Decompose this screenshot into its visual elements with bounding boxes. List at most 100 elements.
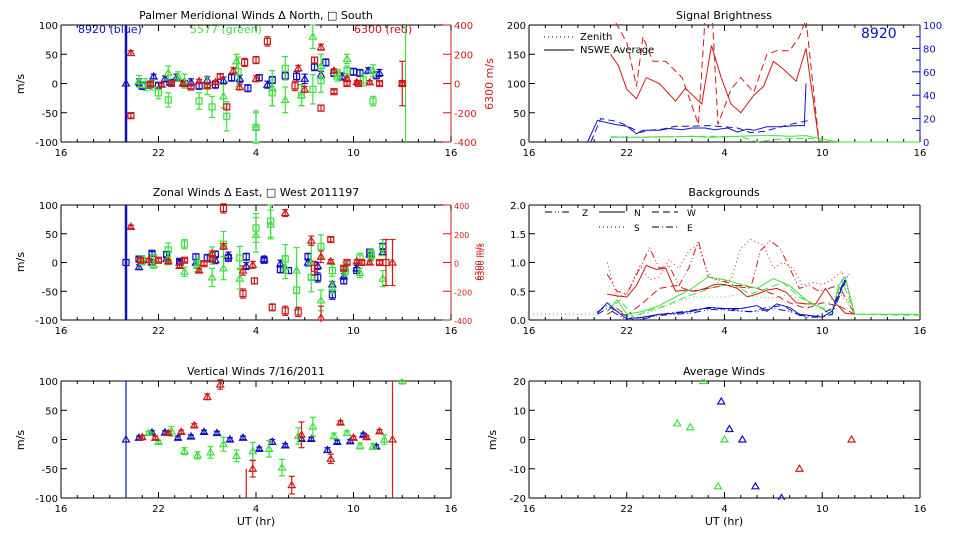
data-point-triangle [144,428,154,437]
series-line-backgrounds-6300-s [606,238,856,315]
data-point-square [244,84,252,92]
data-point-triangle [329,65,339,74]
data-point-triangle [267,437,277,445]
data-point-triangle [163,428,173,437]
y-tick-label: 0 [52,259,58,270]
y-tick-label: -20 [510,494,526,505]
data-point-triangle [173,433,183,441]
data-point-square [239,289,247,298]
data-point-triangle [266,219,276,228]
data-point-square [281,64,289,72]
data-point-triangle [329,431,339,440]
y2-tick-label: 0 [454,80,460,91]
data-point-triangle [287,480,297,489]
data-point-triangle [126,48,136,57]
y-axis-label: m/s [14,252,27,272]
x-axis-label: UT (hr) [705,515,743,528]
data-point-triangle [322,445,333,454]
data-point-triangle [262,79,272,88]
annotation-6300: 6300 (red) [354,23,412,36]
x-tick-label: 16 [523,148,536,159]
data-point-square [146,80,154,88]
y-tick-label: -50 [42,109,58,120]
data-point-triangle [374,68,385,77]
y-tick-label: -100 [35,316,58,327]
data-point-triangle [251,74,261,82]
data-point-square [307,273,315,282]
data-point-triangle [300,84,310,93]
data-point-triangle [179,446,190,455]
data-point-triangle [173,71,183,80]
data-point-square [208,255,216,263]
x-tick-label: 4 [253,504,259,515]
data-point-triangle [685,422,695,431]
data-point-square [167,79,176,88]
data-point-triangle [163,256,173,265]
data-point-square [224,254,232,262]
data-point-triangle [750,481,760,490]
data-point-square [317,104,325,112]
panel-vertical-winds: Vertical Winds 7/16/2011 m/s UT (hr) 16 2… [14,365,457,528]
data-point-triangle [202,392,212,400]
series-line-backgrounds-8920-e [597,278,846,319]
data-point-triangle [374,426,385,435]
y-tick-label: 0 [520,138,526,149]
y-axis-label: m/s [14,430,27,450]
y2-axis-label-stray: 6300 m/s [477,243,486,281]
data-point-square [317,76,325,85]
data-point-triangle [300,74,310,82]
y2-tick-label: 80 [923,44,936,55]
data-point-triangle [326,454,336,462]
data-point-triangle [306,235,316,244]
data-point-square [294,308,302,316]
x-tick-label: 4 [721,148,727,159]
x-tick-label: 10 [347,504,360,515]
data-point-triangle [368,441,378,450]
data-point-triangle [189,420,199,429]
data-point-square [223,103,231,111]
data-point-triangle [355,268,365,276]
y-tick-label: 2.0 [510,201,526,212]
y2-tick-label: -400 [454,138,477,149]
series-line-backgrounds-5577-w [606,278,920,318]
chart-title: Average Winds [683,365,765,378]
data-point-square [252,123,260,131]
data-point-triangle [194,76,204,85]
data-point-triangle [365,257,375,266]
data-point-triangle [212,428,222,437]
data-point-triangle [134,262,144,271]
chart-title: Zonal Winds Δ East, □ West 2011197 [153,186,360,199]
series-line-brightness-5577-zenith [610,135,920,143]
data-point-triangle [378,273,388,282]
x-tick-label: 22 [152,148,165,159]
data-point-triangle [335,417,346,426]
x-tick-label: 22 [152,504,165,515]
legend-label-e: E [687,224,693,234]
data-point-triangle [342,54,352,63]
data-point-triangle [215,379,225,388]
y2-tick-label: 40 [923,91,936,102]
data-point-square [322,58,330,67]
data-point-triangle [397,379,407,385]
data-point-square [148,249,156,257]
y2-tick-label: 400 [454,21,473,32]
x-tick-label: 16 [445,148,458,159]
y-tick-label: 1.5 [510,230,526,241]
data-point-square [330,88,338,96]
data-point-square [180,256,189,264]
x-tick-label: 22 [152,326,165,337]
data-point-square [317,242,325,250]
y2-tick-label: 200 [454,50,473,61]
data-point-triangle [308,421,318,430]
data-point-triangle [218,241,229,250]
data-point-triangle [794,464,804,472]
annotation-8920: 8920 [861,26,897,42]
x-tick-label: 22 [620,326,633,337]
data-point-triangle [192,450,203,459]
data-point-triangle [332,437,342,445]
data-point-square [241,58,249,67]
data-point-triangle [178,78,188,87]
data-point-square [195,97,203,105]
data-point-triangle [387,434,398,443]
panel-zonal-winds: Zonal Winds Δ East, □ West 2011197 m/s 6… [14,186,483,337]
